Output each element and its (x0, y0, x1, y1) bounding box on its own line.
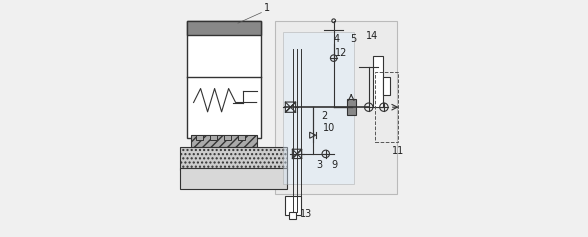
Text: 4: 4 (334, 34, 340, 44)
Bar (238, 135, 245, 140)
Bar (285, 196, 301, 214)
Bar (283, 32, 353, 184)
Bar (210, 135, 217, 140)
Bar (224, 135, 231, 140)
Bar (191, 135, 256, 147)
Bar (196, 135, 203, 140)
Text: 11: 11 (392, 146, 405, 156)
Bar (346, 99, 356, 115)
Bar (275, 21, 397, 194)
Text: 12: 12 (335, 48, 348, 58)
Bar (373, 56, 383, 107)
Text: 2: 2 (321, 111, 327, 121)
Text: 5: 5 (350, 34, 356, 44)
Bar (383, 77, 390, 96)
Bar (186, 21, 261, 137)
Bar (289, 212, 296, 219)
Bar (179, 147, 287, 170)
Bar (375, 72, 398, 142)
Text: 1: 1 (263, 3, 270, 14)
Bar (186, 21, 261, 35)
Text: 9: 9 (332, 160, 338, 170)
Text: 10: 10 (323, 123, 335, 132)
Text: 14: 14 (366, 32, 379, 41)
Text: 3: 3 (316, 160, 322, 170)
Text: 13: 13 (300, 209, 312, 219)
Bar (179, 168, 287, 189)
